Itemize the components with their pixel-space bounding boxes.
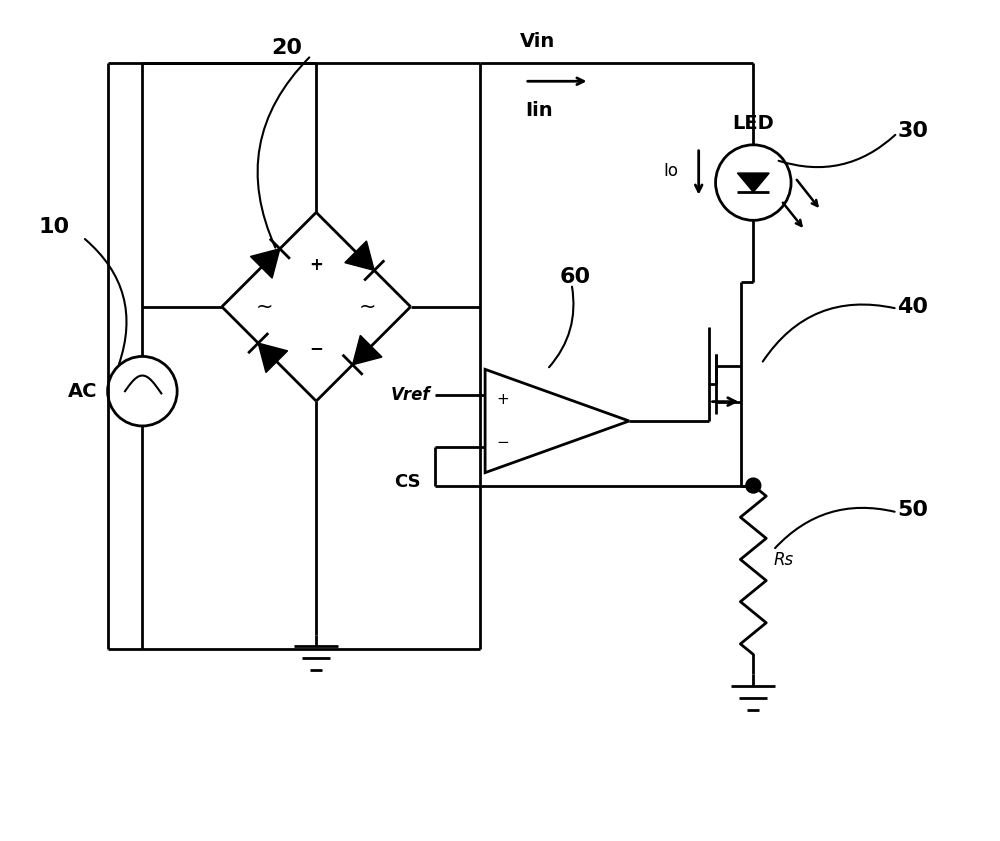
Polygon shape bbox=[250, 249, 280, 278]
Text: −: − bbox=[497, 436, 509, 450]
Text: 40: 40 bbox=[897, 297, 928, 317]
Text: −: − bbox=[309, 340, 323, 357]
Text: 50: 50 bbox=[897, 500, 928, 521]
Text: 60: 60 bbox=[560, 267, 591, 287]
Text: +: + bbox=[497, 392, 509, 407]
Text: Io: Io bbox=[664, 161, 679, 180]
Circle shape bbox=[746, 479, 761, 493]
Text: CS: CS bbox=[394, 473, 421, 490]
Text: Rs: Rs bbox=[773, 551, 793, 569]
Text: AC: AC bbox=[68, 382, 98, 400]
Polygon shape bbox=[258, 343, 288, 373]
Text: 20: 20 bbox=[272, 39, 303, 59]
Text: Iin: Iin bbox=[525, 101, 552, 120]
Text: ~: ~ bbox=[359, 297, 377, 317]
Text: Vref: Vref bbox=[391, 386, 430, 405]
Text: LED: LED bbox=[732, 114, 774, 133]
Text: +: + bbox=[309, 256, 323, 274]
Text: 10: 10 bbox=[38, 217, 69, 237]
Polygon shape bbox=[737, 173, 769, 192]
Text: 30: 30 bbox=[897, 121, 928, 141]
Polygon shape bbox=[345, 241, 374, 271]
Text: ~: ~ bbox=[256, 297, 273, 317]
Text: Vin: Vin bbox=[520, 33, 555, 51]
Polygon shape bbox=[353, 336, 382, 365]
